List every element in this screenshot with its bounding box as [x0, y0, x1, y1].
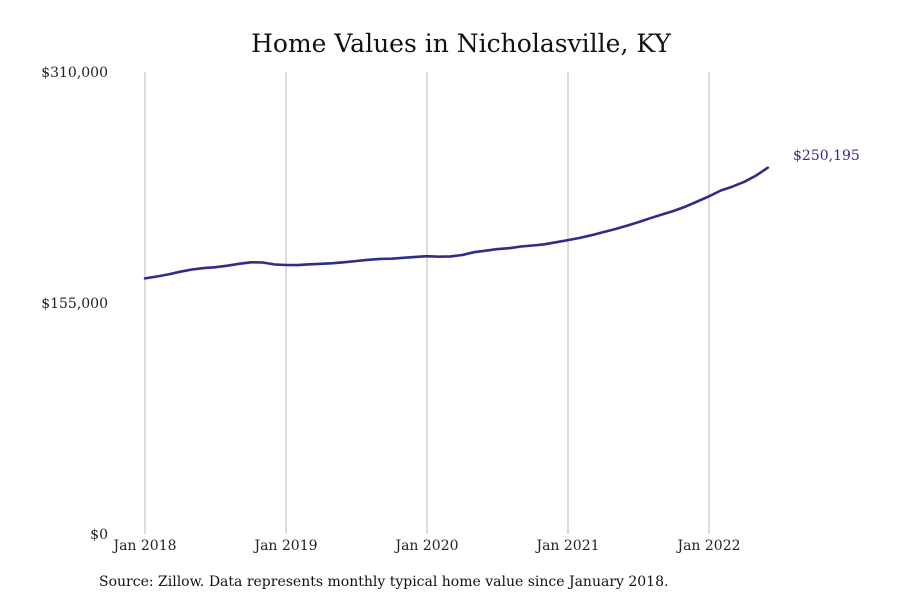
y-tick-label: $0: [90, 527, 108, 543]
x-tick-label: Jan 2021: [534, 538, 599, 554]
vertical-gridlines: [144, 72, 710, 534]
chart-title: Home Values in Nicholasville, KY: [251, 29, 671, 58]
source-note: Source: Zillow. Data represents monthly …: [99, 574, 668, 590]
x-tick-label: Jan 2020: [393, 538, 458, 554]
y-tick-label: $310,000: [41, 65, 108, 81]
y-tick-label: $155,000: [41, 296, 108, 312]
x-tick-label: Jan 2022: [675, 538, 740, 554]
x-tick-label: Jan 2019: [252, 538, 317, 554]
end-value-label: $250,195: [793, 148, 860, 164]
y-axis-tick-labels: $0 $155,000 $310,000: [41, 65, 108, 543]
home-value-line: [143, 166, 770, 280]
x-axis-tick-labels: Jan 2018 Jan 2019 Jan 2020 Jan 2021 Jan 2022: [111, 538, 740, 554]
x-tick-label: Jan 2018: [111, 538, 176, 554]
